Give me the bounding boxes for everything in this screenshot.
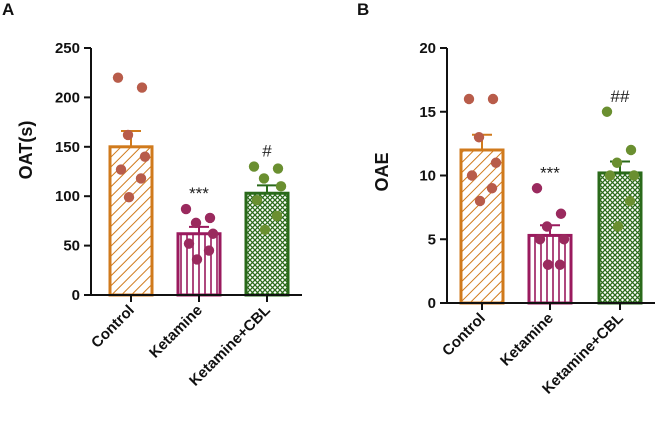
panel-b-data-point bbox=[558, 234, 570, 245]
panel-a: A OAT(s) Control***Ketamine#Ketamine+CBL… bbox=[2, 0, 302, 390]
panel-a-category-label-control: Control bbox=[88, 302, 138, 352]
panel-b-data-point bbox=[473, 132, 485, 143]
panel-b-data-point bbox=[486, 183, 498, 194]
panel-b-bar-ketamine-cbl bbox=[597, 171, 643, 305]
panel-b-data-point bbox=[611, 157, 623, 168]
panel-b-y-tick-label: 20 bbox=[419, 40, 436, 57]
panel-b-category-label-control: Control bbox=[439, 310, 489, 360]
panel-b-y-tick-label: 0 bbox=[428, 295, 436, 312]
panel-a-data-point bbox=[248, 161, 260, 172]
panel-b-y-axis-title: OAE bbox=[372, 152, 392, 191]
panel-a-data-point bbox=[122, 129, 134, 141]
panel-b-label: B bbox=[357, 0, 369, 19]
panel-a-data-point bbox=[259, 224, 271, 235]
panel-a-y-tick-label: 200 bbox=[55, 89, 80, 106]
panel-b-data-point bbox=[625, 144, 637, 156]
panel-b-y-tick-label: 15 bbox=[419, 104, 436, 121]
panel-b-data-point bbox=[487, 93, 499, 105]
panel-a-data-point bbox=[112, 72, 124, 83]
panel-a-y-axis-title: OAT(s) bbox=[16, 121, 36, 180]
panel-a-error-bar-ketamine-cbl bbox=[257, 184, 277, 194]
panel-a-y-tick-label: 150 bbox=[55, 139, 80, 156]
panel-a-data-point bbox=[271, 210, 283, 222]
panel-b-data-point bbox=[601, 106, 613, 117]
panel-a-bar-ketamine-cbl bbox=[244, 191, 290, 297]
panel-a-data-point bbox=[207, 228, 219, 239]
panel-b-data-point bbox=[612, 221, 624, 232]
panel-a-label: A bbox=[2, 0, 14, 19]
panel-b-y-tick-label: 10 bbox=[419, 168, 436, 185]
panel-b-data-point bbox=[531, 183, 543, 194]
panel-a-y-tick-label: 100 bbox=[55, 188, 80, 205]
panel-a-significance-ketamine-cbl: # bbox=[262, 142, 272, 161]
panel-b: B OAE Control***Ketamine##Ketamine+CBL05… bbox=[357, 0, 655, 398]
panel-b-data-point bbox=[463, 93, 475, 105]
panel-b-significance-ketamine-cbl: ## bbox=[611, 87, 630, 106]
panel-a-data-point bbox=[136, 82, 148, 93]
panel-b-data-point bbox=[490, 157, 502, 168]
panel-a-data-point bbox=[123, 191, 135, 203]
panel-a-data-point bbox=[135, 173, 147, 184]
panel-a-data-point bbox=[258, 173, 270, 184]
panel-a-data-point bbox=[275, 181, 287, 192]
panel-b-significance-ketamine: *** bbox=[540, 163, 560, 182]
panel-a-significance-ketamine: *** bbox=[189, 184, 209, 203]
panel-a-data-point bbox=[183, 238, 195, 249]
panel-a-y-tick-label: 250 bbox=[55, 40, 80, 57]
panel-b-data-point bbox=[628, 170, 640, 181]
panel-a-y-tick-label: 0 bbox=[72, 287, 80, 304]
panel-b-data-point bbox=[604, 170, 616, 181]
panel-b-data-point bbox=[474, 195, 486, 207]
panel-a-y-tick-label: 50 bbox=[63, 238, 80, 255]
panel-b-data-point bbox=[554, 259, 566, 270]
panel-a-data-point bbox=[191, 254, 203, 265]
panel-b-data-point bbox=[542, 259, 554, 270]
panel-b-category-label-ketamine: Ketamine bbox=[497, 310, 557, 370]
panel-a-data-point bbox=[272, 163, 284, 174]
panel-b-data-point bbox=[555, 208, 567, 219]
panel-b-y-tick-label: 5 bbox=[428, 231, 436, 248]
panel-a-data-point bbox=[115, 164, 127, 175]
panel-a-data-point bbox=[139, 151, 151, 162]
panel-b-data-point bbox=[466, 170, 478, 181]
panel-b-data-point bbox=[534, 234, 546, 245]
panel-a-data-point bbox=[203, 245, 215, 256]
panel-b-bar-control bbox=[459, 148, 505, 305]
panel-b-data-point bbox=[624, 195, 636, 207]
panel-a-data-point bbox=[180, 203, 192, 215]
panel-a-data-point bbox=[190, 217, 202, 229]
panel-a-marks: Control***Ketamine#Ketamine+CBL050100150… bbox=[55, 40, 302, 390]
panel-a-data-point bbox=[204, 212, 216, 224]
panel-a-category-label-ketamine: Ketamine bbox=[146, 302, 206, 362]
panel-b-data-point bbox=[541, 221, 553, 232]
panel-a-data-point bbox=[251, 194, 263, 206]
